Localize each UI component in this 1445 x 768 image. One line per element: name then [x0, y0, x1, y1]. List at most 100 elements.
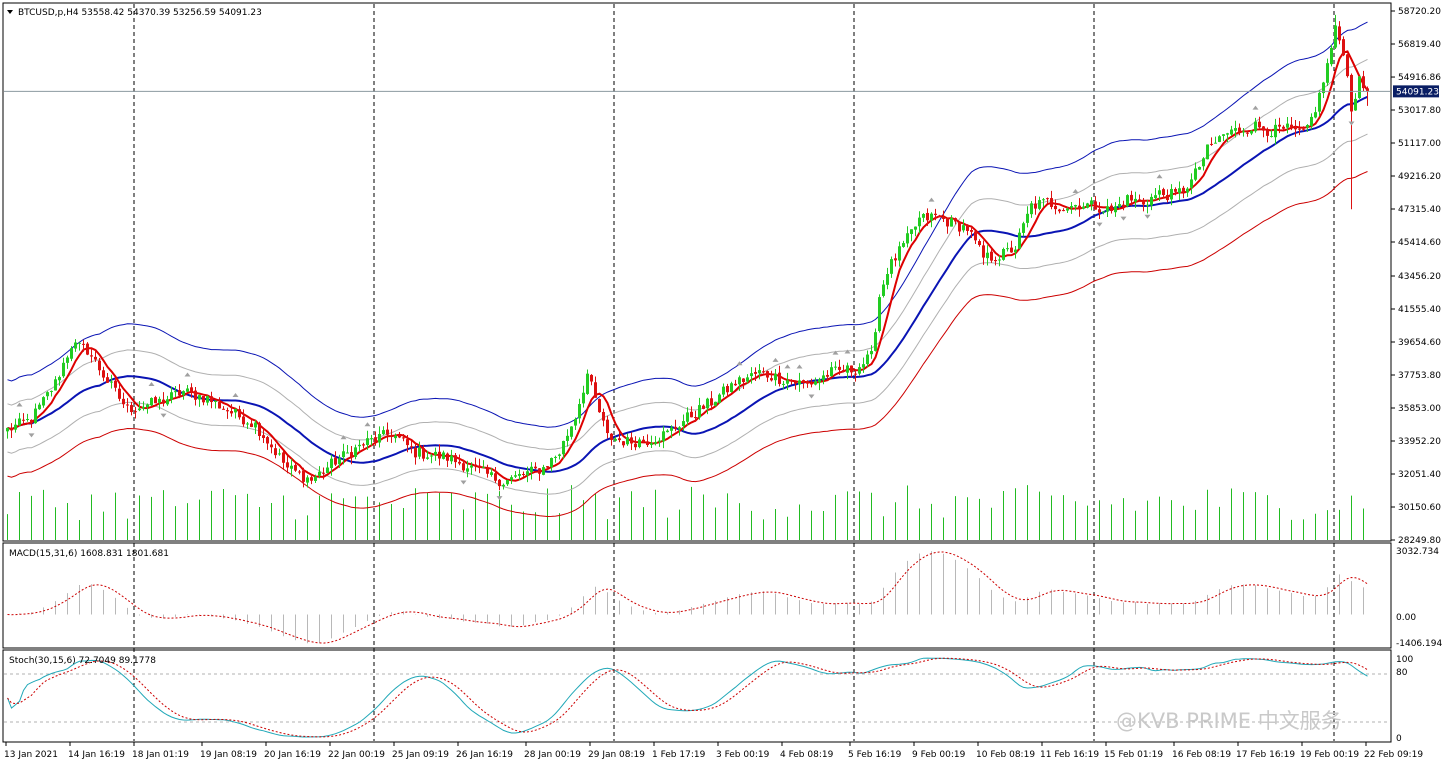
candle-body	[778, 372, 781, 384]
candle-body	[718, 394, 721, 403]
candle-body	[450, 455, 453, 462]
candle-body	[862, 364, 865, 368]
time-tick-label: 17 Feb 16:19	[1236, 750, 1295, 760]
candle-body	[170, 392, 173, 400]
fractal-down-icon	[1120, 216, 1127, 221]
price-tick-label: 51117.00	[1398, 139, 1441, 149]
candle-body	[194, 390, 197, 400]
candle-body	[734, 383, 737, 386]
candle-body	[1326, 63, 1329, 83]
candle-body	[1182, 187, 1185, 192]
candle-body	[942, 217, 945, 219]
fractal-up-icon	[736, 361, 743, 366]
candle-body	[782, 383, 785, 385]
candle-body	[1142, 199, 1145, 205]
candle-body	[1078, 205, 1081, 210]
candle-body	[1254, 121, 1257, 132]
candle-body	[578, 404, 581, 419]
candle-body	[974, 231, 977, 241]
candle-body	[866, 354, 869, 365]
candle-body	[102, 370, 105, 378]
candle-body	[610, 433, 613, 440]
main-price-panel[interactable]	[2, 2, 1392, 542]
candle-body	[1150, 196, 1153, 206]
candle-body	[1026, 213, 1029, 223]
candle-body	[606, 419, 609, 434]
fractal-up-icon	[148, 381, 155, 386]
candle-body	[1266, 129, 1269, 136]
candle-body	[358, 444, 361, 447]
candle-body	[278, 453, 281, 455]
fractal-up-icon	[784, 364, 791, 369]
candle-body	[1274, 124, 1277, 138]
candle-body	[162, 399, 165, 404]
candle-body	[598, 399, 601, 413]
watermark-text: @KVB PRIME 中文服务	[1116, 709, 1342, 733]
candle-body	[1126, 195, 1129, 207]
candle-body	[30, 419, 33, 424]
candle-body	[402, 437, 405, 439]
chart-menu-arrow-icon[interactable]	[7, 10, 13, 14]
candle-body	[434, 451, 437, 455]
candle-body	[1330, 47, 1333, 65]
candle-body	[902, 243, 905, 247]
price-tick-label: 43456.20	[1398, 272, 1441, 282]
candle-body	[490, 472, 493, 475]
candle-body	[622, 441, 625, 446]
candle-body	[394, 435, 397, 439]
stochastic-panel[interactable]	[2, 649, 1392, 743]
price-tick-label: 32051.40	[1398, 470, 1441, 480]
candle-body	[374, 437, 377, 442]
macd-signal-line	[7, 551, 1368, 644]
candle-body	[530, 466, 533, 473]
candle-body	[454, 455, 457, 463]
candle-body	[302, 470, 305, 482]
time-tick-label: 29 Jan 08:19	[588, 750, 645, 760]
price-tick-label: 28249.80	[1398, 536, 1441, 546]
candle-body	[462, 463, 465, 471]
envelope-upper-line	[7, 21, 1368, 428]
candle-body	[1230, 129, 1233, 135]
candle-body	[186, 388, 189, 392]
candle-body	[1138, 199, 1141, 201]
candle-body	[134, 411, 137, 413]
candle-body	[1050, 198, 1053, 207]
candle-body	[298, 471, 301, 473]
candle-body	[330, 458, 333, 469]
candle-body	[1302, 128, 1305, 130]
candle-body	[482, 467, 485, 469]
candle-body	[518, 473, 521, 476]
candle-body	[994, 259, 997, 262]
candle-body	[418, 447, 421, 457]
stoch-main-line	[7, 657, 1368, 738]
macd-indicator	[7, 551, 1368, 644]
candle-body	[934, 213, 937, 216]
candle-body	[574, 418, 577, 426]
candle-body	[758, 370, 761, 374]
candle-body	[294, 465, 297, 471]
candle-body	[982, 245, 985, 258]
candle-body	[1046, 198, 1049, 200]
time-tick-label: 1 Feb 17:19	[652, 750, 706, 760]
candle-body	[1262, 126, 1265, 131]
candle-body	[1094, 201, 1097, 210]
price-tick-label: 30150.60	[1398, 503, 1441, 513]
candle-body	[770, 378, 773, 381]
envelope-lower-line	[7, 171, 1368, 518]
candle-body	[1118, 204, 1121, 207]
time-tick-label: 26 Jan 16:19	[456, 750, 513, 760]
candle-body	[1034, 203, 1037, 209]
fractal-up-icon	[1072, 188, 1079, 193]
fractal-down-icon	[1144, 214, 1151, 219]
price-tick-label: 37753.80	[1398, 371, 1441, 381]
candle-body	[922, 214, 925, 218]
candle-body	[1010, 247, 1013, 253]
macd-panel[interactable]	[2, 542, 1392, 649]
candle-body	[838, 366, 841, 370]
fractal-up-icon	[772, 357, 779, 362]
candle-body	[58, 377, 61, 381]
candle-body	[1114, 206, 1117, 213]
candle-body	[1270, 135, 1273, 137]
candle-body	[1190, 179, 1193, 188]
